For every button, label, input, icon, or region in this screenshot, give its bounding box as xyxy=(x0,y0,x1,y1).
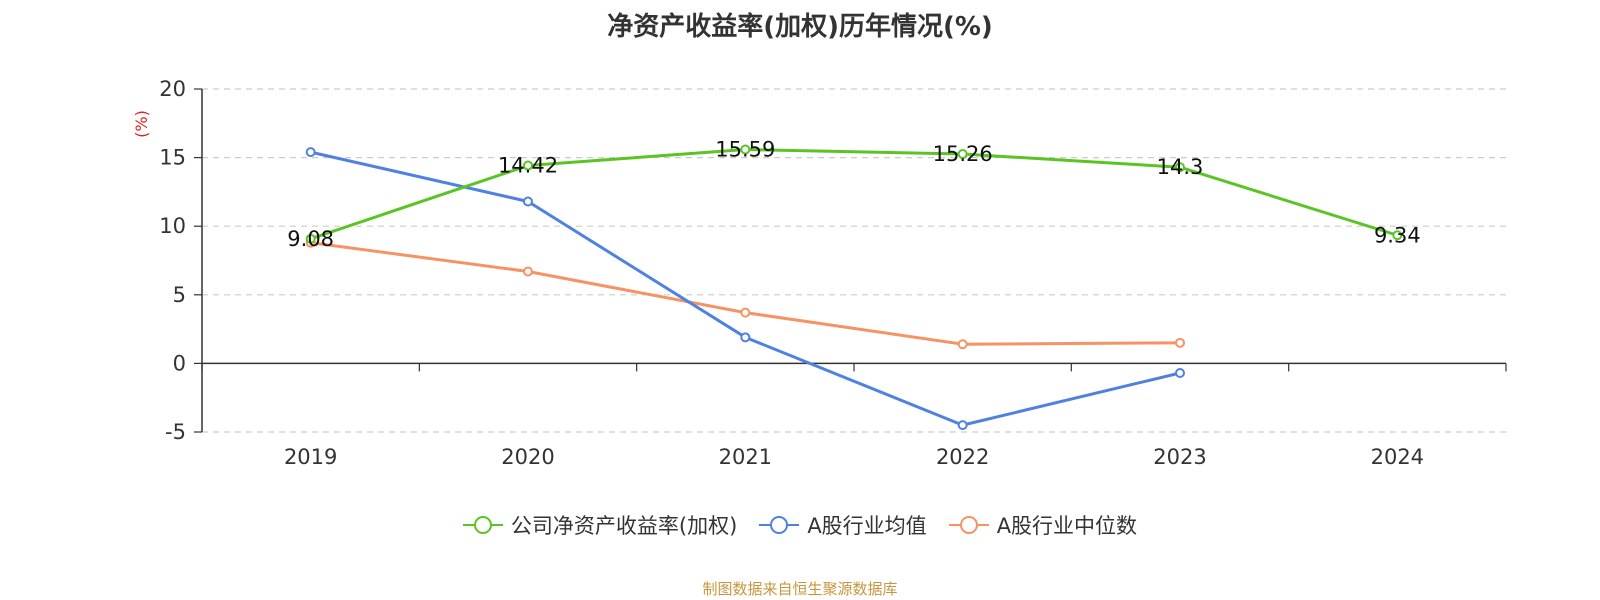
legend-item-industry-median[interactable]: A股行业中位数 xyxy=(948,510,1138,540)
legend-item-company-roe[interactable]: 公司净资产收益率(加权) xyxy=(462,510,738,540)
data-point xyxy=(1175,337,1185,348)
series-line xyxy=(310,148,1398,241)
data-point xyxy=(740,144,751,155)
legend-label: A股行业中位数 xyxy=(996,514,1138,538)
y-tick-label: 10 xyxy=(159,214,186,238)
x-tick-label: 2022 xyxy=(936,445,989,469)
data-point xyxy=(740,307,751,318)
data-label: 14.3 xyxy=(1157,155,1204,179)
data-label: 15.26 xyxy=(933,142,993,166)
x-tick-label: 2024 xyxy=(1371,445,1424,469)
x-tick-label: 2023 xyxy=(1153,445,1206,469)
data-point xyxy=(957,420,968,431)
data-point xyxy=(523,196,533,207)
x-tick-label: 2021 xyxy=(719,445,772,469)
series-layer xyxy=(305,144,1403,431)
data-point xyxy=(523,160,533,171)
legend-label: 公司净资产收益率(加权) xyxy=(510,514,738,538)
legend-label: A股行业均值 xyxy=(807,514,927,538)
data-point xyxy=(523,266,533,277)
data-label: 15.59 xyxy=(715,138,775,162)
axis-layer: -5 0 5 10 15 20 2019 2020 2021 2022 2023 2024 (%) xyxy=(132,77,1507,469)
data-label: 9.08 xyxy=(287,227,334,251)
legend-item-industry-mean[interactable]: A股行业均值 xyxy=(759,510,927,540)
x-tick-label: 2020 xyxy=(501,445,554,469)
data-point xyxy=(1175,162,1185,173)
legend: 公司净资产收益率(加权) A股行业均值 A股行业中位数 xyxy=(0,510,1600,540)
y-tick-label: 20 xyxy=(159,77,186,101)
chart-title: 净资产收益率(加权)历年情况(%) xyxy=(607,12,993,42)
data-point xyxy=(305,233,316,244)
series-line xyxy=(310,150,1181,427)
data-point xyxy=(957,339,968,350)
grid-layer xyxy=(202,88,1506,433)
y-tick-label: 5 xyxy=(173,283,186,307)
legend-marker-blue xyxy=(759,516,800,534)
source-note: 制图数据来自恒生聚源数据库 xyxy=(702,580,898,598)
y-tick-label: 15 xyxy=(159,146,186,170)
data-point xyxy=(740,332,751,343)
data-point xyxy=(1175,368,1185,379)
legend-marker-green xyxy=(462,516,503,534)
data-point xyxy=(957,149,968,160)
y-tick-label: 0 xyxy=(173,351,186,375)
data-label: 9.34 xyxy=(1374,223,1421,247)
label-layer: 9.08 14.42 15.59 15.26 14.3 9.34 xyxy=(287,138,1420,251)
series-line xyxy=(310,241,1181,346)
y-axis-label: (%) xyxy=(132,110,151,138)
y-tick-label: -5 xyxy=(165,420,186,444)
legend-marker-orange xyxy=(948,516,989,534)
data-label: 14.42 xyxy=(498,154,558,178)
data-point xyxy=(305,147,316,158)
data-point xyxy=(1392,230,1403,241)
x-tick-label: 2019 xyxy=(284,445,337,469)
